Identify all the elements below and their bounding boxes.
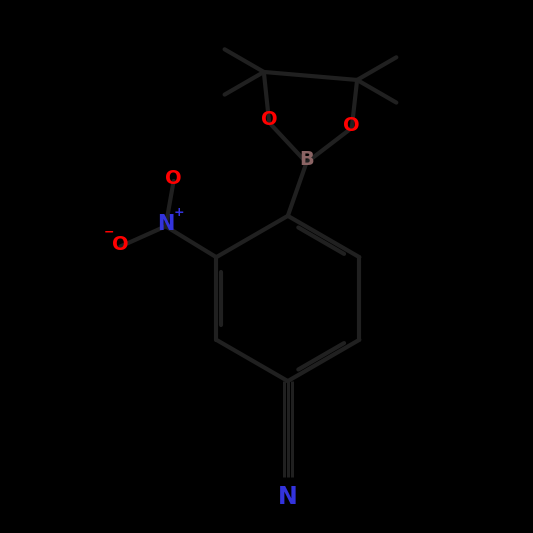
- Text: B: B: [299, 150, 314, 169]
- Text: O: O: [343, 116, 360, 135]
- Text: O: O: [112, 235, 128, 254]
- Text: O: O: [165, 169, 182, 188]
- Text: N: N: [278, 485, 298, 509]
- Text: +: +: [174, 206, 184, 220]
- Text: −: −: [103, 225, 114, 238]
- Text: O: O: [261, 110, 278, 130]
- Text: N: N: [157, 214, 174, 234]
